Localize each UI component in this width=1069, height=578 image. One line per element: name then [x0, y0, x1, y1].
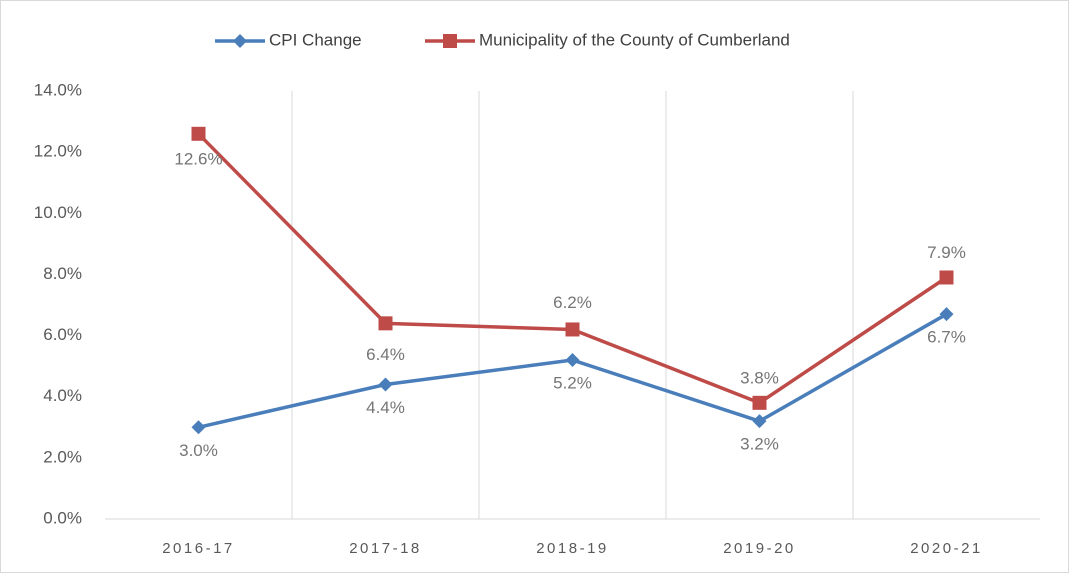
y-tick-label: 14.0%: [34, 80, 82, 99]
data-label: 3.0%: [179, 441, 218, 460]
data-point: [191, 126, 206, 141]
data-point: [565, 353, 580, 368]
x-tick-label: 2019-20: [723, 540, 796, 557]
x-tick-label: 2017-18: [349, 540, 422, 557]
data-label: 6.4%: [366, 345, 405, 364]
x-tick-label: 2018-19: [536, 540, 609, 557]
data-point: [378, 316, 393, 331]
x-tick-label: 2020-21: [910, 540, 983, 557]
y-tick-label: 6.0%: [43, 325, 82, 344]
legend-label: Municipality of the County of Cumberland: [479, 30, 790, 49]
data-label: 6.2%: [553, 293, 592, 312]
data-label: 7.9%: [927, 243, 966, 262]
data-label: 3.2%: [740, 435, 779, 454]
data-label: 12.6%: [174, 149, 222, 168]
y-tick-label: 4.0%: [43, 386, 82, 405]
y-tick-label: 8.0%: [43, 264, 82, 283]
y-tick-label: 10.0%: [34, 203, 82, 222]
data-label: 3.8%: [740, 368, 779, 387]
data-label: 4.4%: [366, 398, 405, 417]
data-label: 6.7%: [927, 328, 966, 347]
data-point: [191, 420, 206, 435]
data-point: [939, 270, 954, 285]
data-point: [378, 377, 393, 392]
y-tick-label: 2.0%: [43, 447, 82, 466]
data-point: [752, 414, 767, 429]
data-point: [939, 307, 954, 322]
data-point: [565, 322, 580, 337]
y-tick-label: 0.0%: [43, 508, 82, 527]
legend-marker: [233, 34, 247, 48]
y-tick-label: 12.0%: [34, 142, 82, 161]
legend-marker: [443, 34, 457, 48]
data-point: [752, 395, 767, 410]
legend-label: CPI Change: [269, 30, 362, 49]
data-label: 5.2%: [553, 374, 592, 393]
x-tick-label: 2016-17: [162, 540, 235, 557]
